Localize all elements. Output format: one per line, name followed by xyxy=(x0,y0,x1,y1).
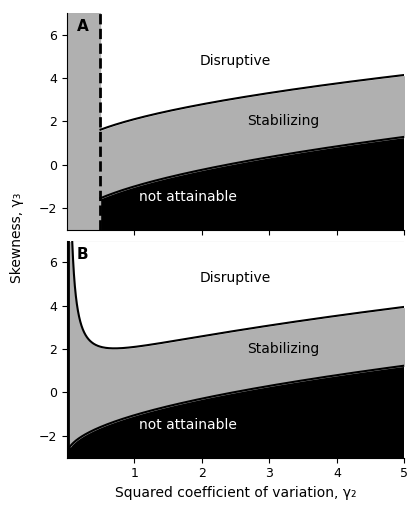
Text: B: B xyxy=(77,247,88,262)
Text: not attainable: not attainable xyxy=(139,418,237,432)
Text: Disruptive: Disruptive xyxy=(200,54,271,68)
Text: not attainable: not attainable xyxy=(139,190,237,204)
Text: Skewness, γ₃: Skewness, γ₃ xyxy=(10,193,24,283)
Text: Stabilizing: Stabilizing xyxy=(247,114,319,128)
Text: Disruptive: Disruptive xyxy=(200,270,271,284)
X-axis label: Squared coefficient of variation, γ₂: Squared coefficient of variation, γ₂ xyxy=(115,486,357,500)
Text: Stabilizing: Stabilizing xyxy=(247,342,319,356)
Text: A: A xyxy=(77,20,88,35)
